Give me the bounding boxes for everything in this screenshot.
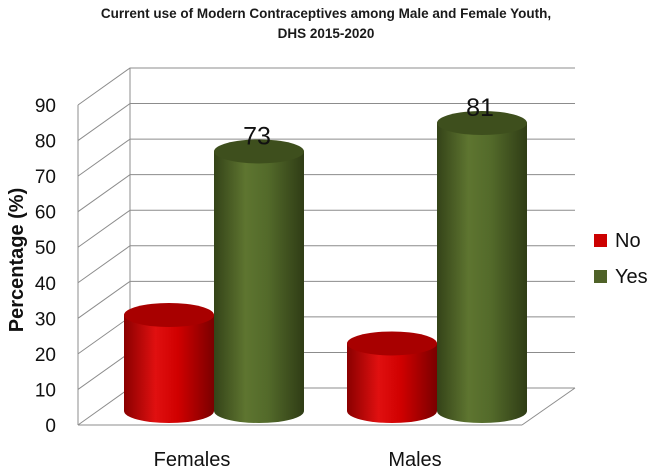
bar-yes-females: 73 [214, 122, 304, 423]
bar-body [214, 151, 304, 423]
bar-body [124, 315, 214, 423]
bar-top [124, 303, 214, 327]
legend-label: Yes [615, 266, 648, 288]
bar-no-males [347, 331, 437, 423]
bar-no-females [124, 303, 214, 423]
gridlines [77, 67, 576, 426]
legend: No Yes [594, 230, 648, 288]
bar-yes-males: 81 [437, 94, 527, 423]
legend-swatch [594, 234, 607, 247]
y-tick-label: 90 [35, 96, 56, 117]
category-label: Males [388, 449, 441, 471]
legend-label: No [615, 230, 641, 252]
y-tick-label: 60 [35, 203, 56, 224]
gridline [77, 67, 575, 106]
bar-top [437, 111, 527, 135]
bars: 73 81 [124, 94, 527, 423]
chart-subtitle: DHS 2015-2020 [278, 26, 375, 41]
bar-body [437, 123, 527, 423]
y-tick-label: 20 [35, 345, 56, 366]
data-label: 81 [466, 94, 494, 122]
y-tick-label: 80 [35, 132, 56, 153]
category-labels: Females Males [154, 449, 442, 471]
bar-body [347, 343, 437, 423]
y-tick-label: 10 [35, 380, 56, 401]
y-tick-label: 40 [35, 274, 56, 295]
data-label: 73 [243, 122, 271, 150]
y-tick-label: 50 [35, 238, 56, 259]
y-tick-labels: 0 10 20 30 40 50 60 70 80 90 [35, 96, 56, 437]
y-tick-label: 30 [35, 309, 56, 330]
category-label: Females [154, 449, 231, 471]
bar-top [214, 139, 304, 164]
bar-top [347, 331, 437, 356]
floor-right-edge [521, 387, 576, 426]
y-axis-label: Percentage (%) [6, 188, 28, 333]
y-tick-label: 0 [45, 416, 56, 437]
y-tick-label: 70 [35, 167, 56, 188]
chart-title: Current use of Modern Contraceptives amo… [101, 6, 551, 21]
legend-swatch [594, 270, 607, 283]
